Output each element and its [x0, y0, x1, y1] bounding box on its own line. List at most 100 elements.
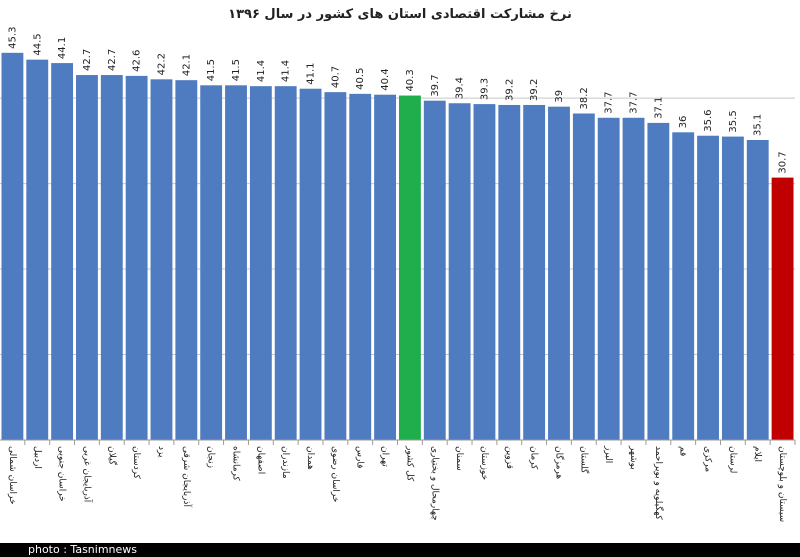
bar	[721, 136, 744, 441]
x-tick-label: زنجان	[206, 446, 216, 468]
value-label: 39.7	[430, 74, 441, 96]
bar	[622, 117, 645, 441]
x-tick-label: گیلان	[106, 446, 118, 466]
value-label: 45.3	[7, 27, 18, 49]
x-tick-label: قزوین	[504, 446, 514, 469]
value-label: 39.2	[504, 79, 515, 101]
x-tick-label: اردبیل	[32, 446, 42, 469]
x-tick-label: سیستان و بلوچستان	[777, 446, 787, 522]
bar	[374, 94, 397, 440]
bar	[548, 106, 570, 441]
x-tick-label: لرستان	[727, 446, 737, 473]
credit: photo : Tasnimnews	[28, 543, 137, 556]
x-tick-label: یزد	[156, 446, 166, 458]
value-label: 42.2	[156, 53, 167, 75]
value-label: 35.6	[703, 109, 714, 131]
value-label: 42.1	[181, 54, 192, 76]
value-label: 41.1	[306, 62, 317, 84]
x-tick-label: چهارمحال و بختیاری	[429, 446, 439, 521]
x-tick-label: فارس	[355, 446, 365, 468]
x-tick-label: ایلام	[752, 446, 762, 462]
bar	[100, 75, 123, 441]
value-label: 40.3	[405, 69, 416, 91]
bar	[274, 86, 297, 441]
bar	[498, 104, 521, 440]
value-label: 44.5	[32, 33, 43, 55]
value-label: 37.7	[629, 92, 640, 114]
bar	[249, 86, 272, 441]
x-tick-label: آذربایجان غربی	[81, 446, 93, 503]
bar	[398, 95, 421, 441]
value-label: 35.5	[728, 110, 739, 132]
value-label: 42.7	[82, 49, 93, 71]
x-tick-label: کرمان	[529, 446, 539, 470]
value-label: 44.1	[57, 37, 68, 59]
x-tick-label: البرز	[603, 445, 613, 463]
x-tick-label: قم	[678, 446, 688, 456]
x-tick-label: سمنان	[454, 446, 464, 471]
value-label: 41.4	[281, 60, 292, 82]
bar	[26, 59, 49, 441]
x-tick-label: خراسان شمالی	[7, 446, 17, 505]
x-tick-label: همدان	[305, 446, 315, 470]
value-label: 42.7	[107, 49, 118, 71]
value-label: 39.2	[529, 79, 540, 101]
bar	[125, 75, 148, 441]
x-tick-label: مازندران	[280, 446, 290, 479]
x-tick-label: گلستان	[578, 446, 590, 474]
x-tick-label: کل کشور	[404, 445, 414, 482]
x-tick-label: اصفهان	[255, 446, 265, 474]
bar	[697, 135, 719, 440]
x-tick-label: مرکزی	[703, 446, 713, 472]
bar	[647, 122, 670, 441]
bar	[771, 177, 794, 440]
bar	[150, 79, 173, 441]
bar	[349, 93, 372, 440]
bar	[672, 132, 695, 441]
bar	[175, 80, 198, 441]
value-label: 35.1	[753, 114, 764, 136]
bar	[225, 85, 247, 441]
value-label: 41.5	[231, 59, 242, 81]
chart-title: نرخ مشارکت اقتصادی استان های کشور در سال…	[228, 7, 572, 22]
x-tick-label: آذربایجان شرقی	[181, 446, 193, 507]
bar	[1, 52, 24, 440]
bar	[299, 88, 322, 440]
bar	[76, 75, 98, 441]
value-label: 36	[678, 116, 689, 129]
value-label: 39.4	[455, 77, 466, 99]
bar	[523, 104, 546, 440]
value-label: 38.2	[579, 87, 590, 109]
x-tick-label: هرمزگان	[553, 446, 565, 479]
value-label: 41.5	[206, 59, 217, 81]
value-label: 40.7	[330, 66, 341, 88]
value-label: 40.5	[355, 68, 366, 90]
value-label: 37.7	[604, 92, 615, 114]
bar	[448, 103, 471, 440]
bar	[423, 100, 446, 440]
credit-strip	[0, 543, 800, 557]
value-label: 37.1	[653, 97, 664, 119]
x-tick-label: تهران	[380, 446, 390, 467]
value-label: 30.7	[778, 151, 789, 173]
x-tick-label: خراسان رضوی	[330, 446, 340, 502]
bar	[473, 104, 496, 440]
value-label: 42.6	[132, 50, 143, 72]
x-tick-label: کردستان	[131, 446, 141, 480]
bar	[597, 117, 620, 441]
x-tick-label: خراسان جنوبی	[57, 446, 67, 502]
x-tick-label: بوشهر	[628, 445, 638, 470]
value-label: 39.3	[479, 78, 490, 100]
x-tick-label: کرمانشاه	[231, 446, 241, 482]
bar	[200, 85, 223, 441]
bar	[51, 63, 74, 440]
value-label: 39	[554, 90, 565, 103]
x-tick-label: خوزستان	[479, 446, 489, 480]
bar	[572, 113, 595, 440]
bar	[746, 140, 769, 440]
x-tick-label: کهگیلویه و بویراحمد	[653, 446, 665, 520]
bar	[324, 92, 347, 440]
value-label: 41.4	[256, 60, 267, 82]
value-label: 40.4	[380, 68, 391, 90]
